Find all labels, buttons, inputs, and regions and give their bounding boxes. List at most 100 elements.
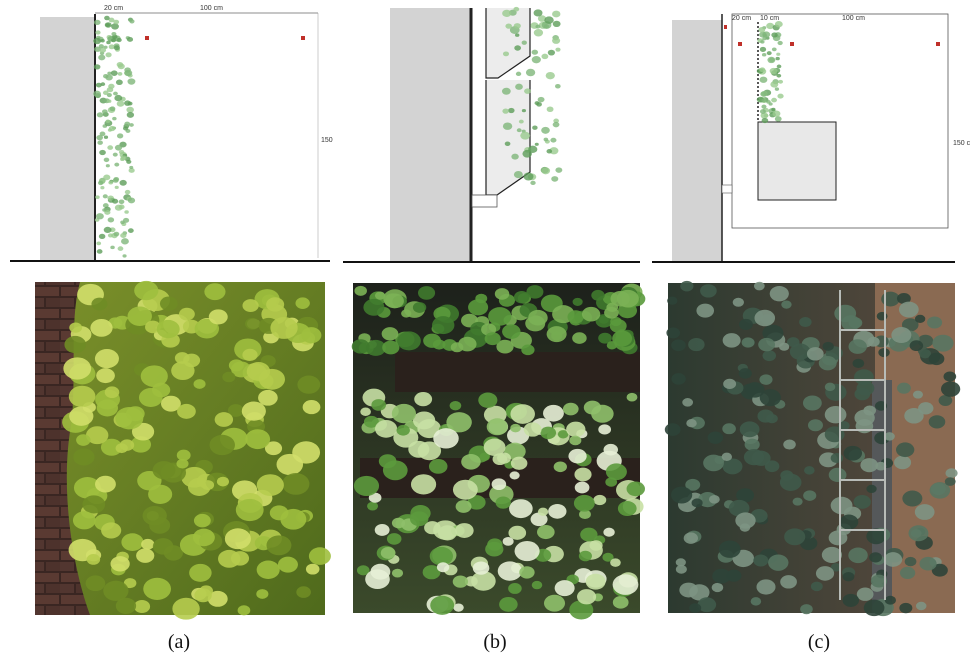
leaf bbox=[825, 406, 847, 423]
leaf bbox=[863, 405, 876, 415]
leaf bbox=[572, 332, 587, 344]
dimension-label: 100 cm bbox=[200, 5, 223, 12]
leaf bbox=[97, 249, 103, 254]
leaf bbox=[101, 522, 121, 538]
leaf bbox=[103, 194, 108, 198]
wall bbox=[672, 20, 722, 261]
leaf bbox=[932, 335, 953, 352]
leaf bbox=[124, 210, 128, 214]
leaf bbox=[387, 533, 402, 545]
leaf bbox=[546, 72, 555, 79]
leaf bbox=[121, 533, 143, 551]
leaf bbox=[770, 286, 789, 301]
leaf bbox=[897, 383, 911, 394]
leaf bbox=[703, 455, 724, 472]
leaf bbox=[73, 511, 96, 529]
leaf bbox=[762, 118, 769, 123]
leaf bbox=[816, 566, 834, 581]
leaf bbox=[257, 560, 280, 579]
leaf bbox=[719, 540, 741, 557]
marker bbox=[738, 42, 742, 46]
leaf bbox=[520, 132, 530, 140]
leaf bbox=[567, 310, 583, 323]
leaf bbox=[555, 84, 561, 89]
leaf bbox=[519, 120, 524, 124]
leaf bbox=[111, 70, 118, 76]
leaf bbox=[100, 186, 104, 189]
leaf bbox=[93, 91, 101, 97]
leaf bbox=[740, 421, 760, 437]
leaf bbox=[510, 424, 521, 432]
photo-b bbox=[352, 283, 646, 619]
leaf bbox=[775, 87, 779, 90]
leaf bbox=[613, 574, 639, 595]
leaf bbox=[98, 55, 105, 61]
leaf bbox=[109, 106, 115, 111]
leaf bbox=[93, 38, 101, 44]
leaf bbox=[104, 16, 110, 20]
leaf bbox=[210, 435, 235, 455]
leaf bbox=[225, 528, 251, 549]
leaf bbox=[522, 41, 527, 45]
bracket bbox=[472, 195, 497, 207]
leaf bbox=[593, 495, 606, 505]
leaf bbox=[844, 446, 862, 461]
leaf bbox=[759, 374, 772, 384]
leaf bbox=[503, 51, 509, 56]
leaf bbox=[414, 392, 432, 406]
leaf bbox=[825, 383, 836, 391]
leaf bbox=[535, 25, 540, 29]
leaf bbox=[120, 233, 126, 238]
leaf bbox=[69, 323, 82, 333]
leaf bbox=[780, 474, 802, 491]
leaf bbox=[382, 327, 399, 340]
leaf bbox=[101, 39, 105, 42]
leaf bbox=[418, 286, 435, 300]
leaf bbox=[106, 164, 110, 167]
leaf bbox=[541, 167, 550, 174]
leaf bbox=[811, 582, 823, 591]
leaf bbox=[843, 594, 859, 607]
leaf bbox=[532, 126, 537, 130]
leaf bbox=[723, 333, 741, 347]
leaf bbox=[783, 440, 796, 450]
leaf bbox=[722, 423, 736, 434]
leaf bbox=[804, 466, 815, 474]
leaf bbox=[498, 561, 522, 580]
leaf bbox=[676, 558, 686, 566]
leaf bbox=[603, 528, 614, 537]
leaf bbox=[680, 281, 693, 292]
leaf bbox=[94, 20, 101, 25]
leaf bbox=[682, 398, 693, 407]
leaf bbox=[671, 339, 686, 351]
leaf bbox=[854, 495, 871, 509]
leaf bbox=[112, 199, 118, 204]
leaf bbox=[515, 33, 519, 37]
leaf bbox=[524, 173, 534, 181]
leaf bbox=[257, 474, 284, 496]
leaf bbox=[552, 11, 560, 18]
leaf bbox=[96, 213, 104, 219]
leaf bbox=[803, 395, 822, 410]
leaf bbox=[385, 293, 404, 308]
diagram-a: 20 cm 100 cm 150 bbox=[10, 5, 333, 261]
leaf bbox=[535, 143, 539, 146]
leaf bbox=[236, 499, 264, 521]
leaf bbox=[177, 404, 196, 419]
leaf bbox=[860, 458, 878, 472]
leaf bbox=[108, 233, 113, 237]
leaf bbox=[712, 583, 723, 592]
leaf bbox=[825, 426, 845, 442]
leaf bbox=[553, 21, 561, 27]
leaf bbox=[864, 600, 885, 617]
leaf bbox=[175, 352, 190, 364]
leaf bbox=[115, 205, 123, 211]
leaf bbox=[118, 72, 123, 76]
leaf bbox=[686, 419, 696, 427]
leaf bbox=[99, 234, 106, 239]
leaf bbox=[379, 454, 397, 468]
leaf bbox=[514, 23, 521, 29]
leaf bbox=[742, 337, 755, 347]
leaf bbox=[194, 379, 206, 389]
leaf bbox=[103, 174, 110, 180]
